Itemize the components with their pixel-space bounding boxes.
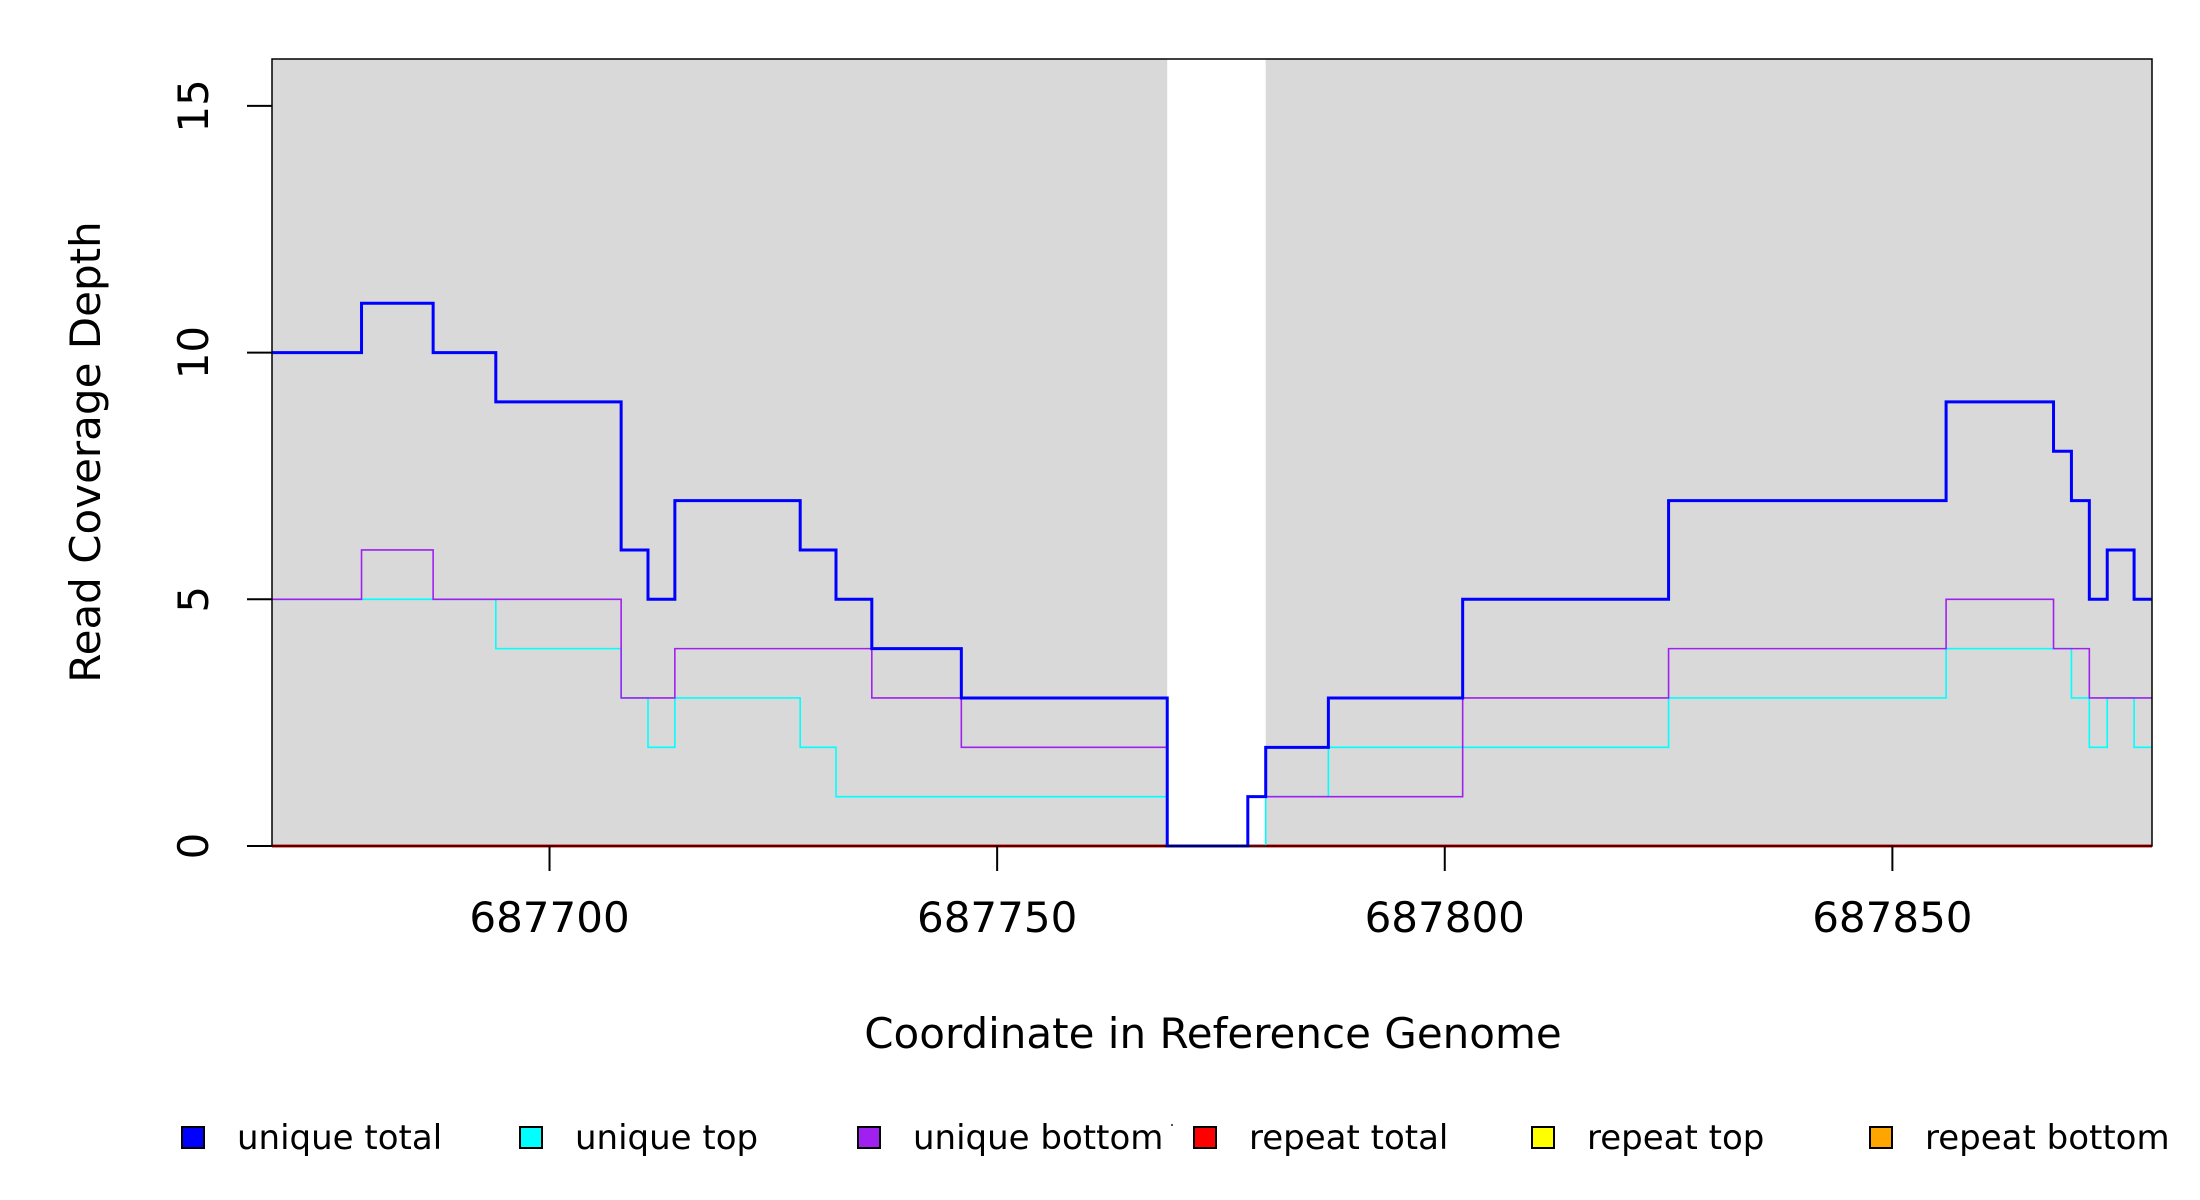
x-axis: 687700 687750 687800 687850 (469, 846, 1973, 942)
x-axis-title: Coordinate in Reference Genome (864, 1009, 1562, 1058)
y-tick-label: 5 (169, 586, 218, 613)
x-tick-label: 687850 (1812, 893, 1972, 942)
legend-item: unique total (181, 1118, 442, 1158)
legend-item: repeat top (1531, 1118, 1764, 1158)
plot-frame (271, 58, 2153, 847)
stray-dot (1171, 1124, 1173, 1126)
legend-item: unique top (519, 1118, 758, 1158)
legend-label: repeat total (1249, 1118, 1448, 1158)
y-tick-label: 0 (169, 833, 218, 860)
legend-item: unique bottom (857, 1118, 1163, 1158)
legend-item: repeat total (1193, 1118, 1448, 1158)
legend-label: repeat top (1587, 1118, 1764, 1158)
y-axis: 0 5 10 15 (169, 79, 272, 859)
legend-label: unique bottom (913, 1118, 1163, 1158)
legend-swatch (181, 1126, 205, 1149)
x-tick-label: 687800 (1365, 893, 1525, 942)
legend-swatch (1193, 1126, 1217, 1149)
legend: unique total unique top unique bottom repea… (181, 1118, 2170, 1158)
legend-swatch (519, 1126, 543, 1149)
y-tick-label: 15 (169, 79, 218, 132)
legend-label: unique total (237, 1118, 442, 1158)
legend-swatch (1531, 1126, 1555, 1149)
legend-item: repeat bottom (1869, 1118, 2170, 1158)
y-tick-label: 10 (169, 326, 218, 379)
legend-label: unique top (575, 1118, 758, 1158)
legend-label: repeat bottom (1925, 1118, 2170, 1158)
y-axis-title: Read Coverage Depth (61, 221, 110, 682)
legend-swatch (1869, 1126, 1893, 1149)
coverage-gap (1167, 59, 1266, 846)
legend-swatch (857, 1126, 881, 1149)
plot-area (271, 58, 2153, 848)
x-tick-label: 687750 (917, 893, 1077, 942)
x-tick-label: 687700 (469, 893, 629, 942)
